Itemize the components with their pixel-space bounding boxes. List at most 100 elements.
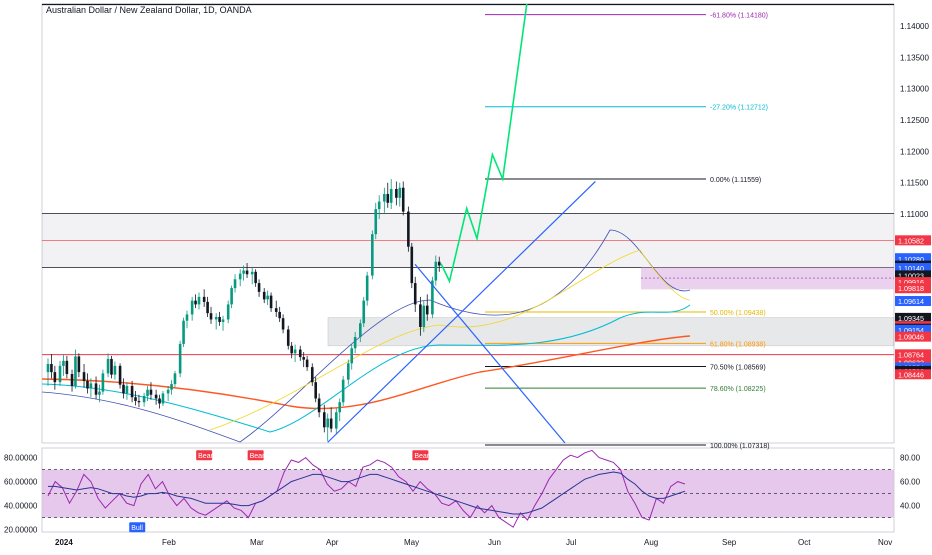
price-label-box bbox=[895, 270, 931, 281]
candle-body bbox=[122, 384, 125, 394]
candle-body bbox=[77, 356, 81, 373]
candle-body bbox=[317, 398, 321, 413]
rsi-signal-label: Bull bbox=[131, 525, 143, 532]
candle-body bbox=[46, 363, 50, 373]
candle-body bbox=[326, 418, 330, 428]
candle-body bbox=[334, 412, 338, 429]
candle-body bbox=[58, 365, 62, 383]
candle-body bbox=[290, 345, 293, 354]
candle-body bbox=[142, 395, 146, 403]
rsi-axis-tick-left: 60.00000 bbox=[4, 478, 38, 487]
candle-body bbox=[197, 296, 201, 305]
price-label-text: 1.09818 bbox=[898, 284, 924, 293]
candle-body bbox=[266, 295, 269, 300]
candle-body bbox=[106, 358, 110, 374]
candle-body bbox=[281, 318, 285, 330]
candle-body bbox=[293, 349, 297, 354]
candle-body bbox=[278, 311, 281, 319]
downtrend-line bbox=[414, 263, 566, 444]
rsi-signal-badge bbox=[196, 450, 213, 461]
candle-body bbox=[362, 300, 366, 324]
candle-body bbox=[89, 383, 93, 389]
candle-body bbox=[154, 394, 158, 399]
candle-body bbox=[353, 337, 357, 349]
price-label-box bbox=[895, 312, 931, 323]
x-axis-tick: Sep bbox=[722, 538, 737, 547]
price-label-text: 1.10140 bbox=[898, 264, 924, 273]
ma-50-line bbox=[41, 229, 691, 443]
candle-body bbox=[194, 300, 197, 305]
candle-body bbox=[341, 379, 345, 403]
price-label-box bbox=[895, 277, 931, 288]
candle-body bbox=[70, 374, 74, 386]
candle-body bbox=[113, 365, 117, 375]
rsi-axis-tick-left: 80.00000 bbox=[4, 454, 38, 463]
candle-body bbox=[377, 201, 381, 210]
candle-body bbox=[82, 372, 86, 381]
candle-body bbox=[238, 273, 242, 280]
x-axis-tick: Jul bbox=[566, 538, 576, 547]
candle-body bbox=[190, 300, 194, 315]
rsi-line bbox=[47, 449, 686, 528]
candle-body bbox=[250, 271, 254, 275]
price-label-box bbox=[895, 324, 931, 335]
price-label-text: 1.10023 bbox=[898, 271, 924, 280]
price-label-box bbox=[895, 331, 931, 342]
rsi-signal-label: Bear bbox=[198, 453, 213, 460]
candle-body bbox=[286, 329, 290, 346]
ma-200-line bbox=[41, 335, 691, 410]
candle-body bbox=[206, 301, 209, 314]
candle-body bbox=[305, 359, 309, 368]
candle-body bbox=[185, 314, 189, 321]
price-label-text: 1.09345 bbox=[898, 314, 924, 323]
candle-body bbox=[359, 323, 362, 338]
candle-body bbox=[322, 412, 326, 428]
price-label-text: 1.10582 bbox=[898, 236, 924, 245]
rsi-axis-tick-right: 60.00 bbox=[900, 478, 921, 487]
candle-body bbox=[158, 398, 161, 404]
price-pane bbox=[41, 3, 895, 444]
candle-body bbox=[262, 291, 266, 300]
price-label-box bbox=[895, 349, 931, 360]
price-label-box bbox=[895, 296, 931, 307]
candle-body bbox=[182, 320, 185, 344]
candle-body bbox=[431, 280, 434, 315]
candle-body bbox=[329, 418, 333, 429]
candle-body bbox=[274, 308, 278, 312]
candle-body bbox=[214, 316, 218, 320]
rsi-axis-tick-left: 20.00000 bbox=[4, 526, 38, 535]
trend-line bbox=[327, 181, 596, 443]
rsi-signal-label: Bear bbox=[250, 453, 265, 460]
projection-path bbox=[440, 3, 528, 284]
candle-body bbox=[233, 279, 237, 289]
candle-body bbox=[149, 389, 153, 395]
x-axis-tick: Mar bbox=[250, 538, 264, 547]
price-label-box bbox=[895, 283, 931, 294]
candle-body bbox=[386, 194, 390, 203]
candle-body bbox=[310, 367, 314, 383]
candle-body bbox=[74, 356, 77, 386]
rsi-signal-badge bbox=[129, 522, 146, 533]
candle-body bbox=[170, 384, 173, 390]
candle-body bbox=[383, 194, 386, 202]
rsi-signal-badge bbox=[247, 450, 264, 461]
price-label-text: 1.09046 bbox=[898, 333, 924, 342]
candle-body bbox=[94, 383, 98, 395]
candle-body bbox=[86, 380, 89, 389]
candle-body bbox=[110, 358, 113, 375]
candle-body bbox=[101, 373, 105, 392]
candle-body bbox=[118, 365, 122, 385]
price-axis-tick: 1.12500 bbox=[900, 116, 929, 125]
candle-body bbox=[221, 319, 225, 322]
candle-body bbox=[269, 295, 273, 309]
candle-body bbox=[50, 363, 53, 373]
candle-body bbox=[226, 304, 230, 320]
candle-body bbox=[419, 304, 422, 327]
price-axis-tick: 1.14000 bbox=[900, 22, 929, 31]
price-label-text: 1.09614 bbox=[898, 297, 924, 306]
candle-body bbox=[398, 187, 402, 198]
chart-title: Australian Dollar / New Zealand Dollar, … bbox=[46, 5, 252, 15]
candle-body bbox=[53, 372, 57, 383]
